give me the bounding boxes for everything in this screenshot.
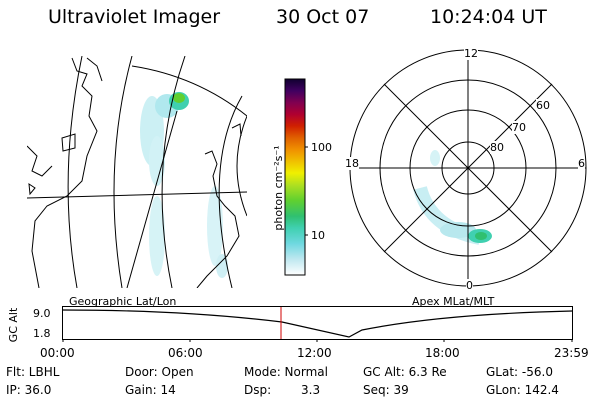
mode-info: Mode: Normal	[244, 365, 328, 379]
colorbar	[284, 78, 308, 276]
altitude-xtick-1: 06:00	[168, 346, 203, 360]
seq-info: Seq: 39	[363, 383, 409, 397]
altitude-xtick-2: 12:00	[297, 346, 332, 360]
instrument-title: Ultraviolet Imager	[48, 6, 221, 28]
altitude-ylabel: GC Alt	[7, 307, 20, 343]
glon-info: GLon: 142.4	[486, 383, 559, 397]
polar-panel-label: Apex MLat/MLT	[412, 295, 495, 308]
altitude-xtick-3: 18:00	[425, 346, 460, 360]
geographic-map	[27, 56, 247, 288]
dsp-label: Dsp:	[244, 383, 272, 397]
colorbar-tick-100: 100	[311, 141, 332, 154]
colorbar-tick-10: 10	[311, 229, 325, 242]
colorbar-unit-label: photon cm⁻²s⁻¹	[272, 145, 285, 231]
geographic-panel-label: Geographic Lat/Lon	[69, 295, 177, 308]
date-label: 30 Oct 07	[276, 6, 370, 28]
altitude-plot	[62, 306, 573, 342]
altitude-ytick-1-8: 1.8	[33, 327, 51, 340]
gain-info: Gain: 14	[125, 383, 176, 397]
time-label: 10:24:04 UT	[430, 6, 547, 28]
mlt-label-12: 12	[464, 47, 478, 60]
mlat-label-70: 70	[512, 121, 526, 134]
filter-info: Flt: LBHL	[6, 365, 60, 379]
mlat-label-60: 60	[536, 99, 550, 112]
mlt-label-6: 6	[578, 157, 585, 170]
gc-alt-info: GC Alt: 6.3 Re	[363, 365, 447, 379]
glat-info: GLat: -56.0	[486, 365, 553, 379]
polar-plot	[349, 49, 587, 287]
polar-aurora	[413, 150, 492, 245]
dsp-value: 3.3	[301, 383, 321, 397]
altitude-xtick-4: 23:59	[554, 346, 589, 360]
mlt-label-18: 18	[345, 157, 359, 170]
altitude-ytick-9: 9.0	[33, 307, 51, 320]
ip-info: IP: 36.0	[6, 383, 52, 397]
mlt-label-0: 0	[466, 279, 473, 292]
door-info: Door: Open	[125, 365, 194, 379]
altitude-xtick-0: 00:00	[40, 346, 75, 360]
mlat-label-80: 80	[490, 141, 504, 154]
